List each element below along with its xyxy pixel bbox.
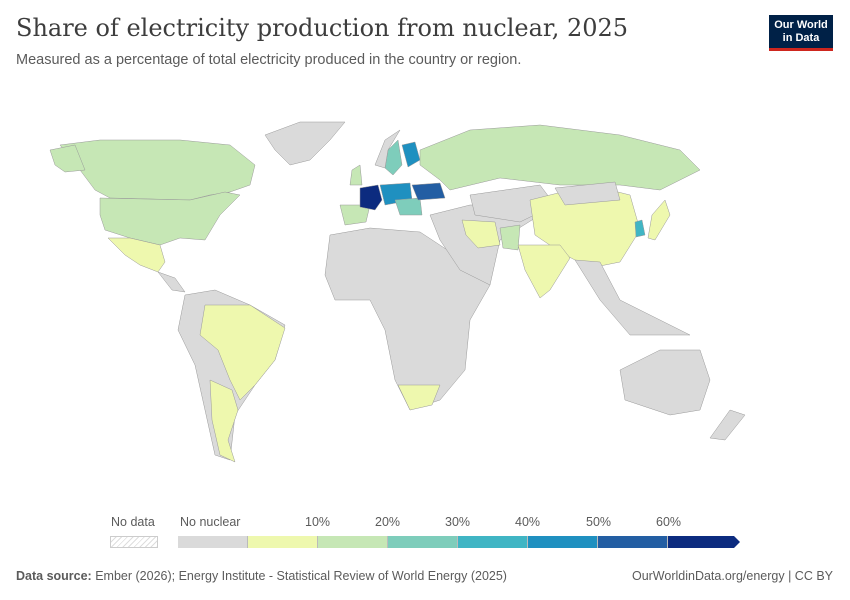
- legend-bin-30-40[interactable]: [458, 536, 528, 548]
- legend-bin-40-50[interactable]: [528, 536, 598, 548]
- legend-bin-no-nuclear[interactable]: [178, 536, 248, 548]
- region-australia[interactable]: [619, 349, 711, 416]
- region-greenland[interactable]: [264, 121, 346, 166]
- region-usa[interactable]: [99, 191, 241, 246]
- region-norway[interactable]: [374, 129, 401, 169]
- legend-tick: 10%: [305, 515, 331, 529]
- legend-no-data-label: No data: [111, 515, 155, 529]
- region-iran[interactable]: [461, 219, 501, 249]
- region-southeast-asia[interactable]: [574, 259, 691, 336]
- legend-tick: 40%: [515, 515, 541, 529]
- subtitle: Measured as a percentage of total electr…: [16, 52, 522, 68]
- region-canada[interactable]: [59, 139, 256, 201]
- data-source: Data source: Ember (2026); Energy Instit…: [16, 569, 507, 583]
- legend-bin-10-20[interactable]: [318, 536, 388, 548]
- legend-tick: 60%: [656, 515, 682, 529]
- legend-tick: 20%: [375, 515, 401, 529]
- legend-no-data-swatch[interactable]: [110, 536, 158, 548]
- legend-bin-0-10[interactable]: [248, 536, 318, 548]
- footer-right: OurWorldinData.org/energy | CC BY: [631, 569, 833, 583]
- world-map: [49, 121, 746, 463]
- region-ukraine[interactable]: [411, 182, 446, 201]
- region-india[interactable]: [517, 244, 571, 299]
- legend-bin-50-60[interactable]: [598, 536, 668, 548]
- region-central-america[interactable]: [157, 271, 186, 293]
- page-title: Share of electricity production from nuc…: [16, 14, 629, 42]
- region-uk[interactable]: [349, 164, 363, 186]
- region-pakistan[interactable]: [499, 224, 521, 251]
- region-new-zealand[interactable]: [709, 409, 746, 441]
- license-link[interactable]: CC BY: [794, 569, 833, 583]
- region-france[interactable]: [359, 184, 383, 211]
- region-finland[interactable]: [401, 141, 421, 168]
- region-africa[interactable]: [324, 227, 491, 411]
- region-mexico[interactable]: [107, 237, 166, 273]
- region-japan[interactable]: [647, 199, 671, 241]
- url-link[interactable]: OurWorldinData.org/energy: [631, 569, 785, 583]
- region-korea[interactable]: [634, 219, 646, 238]
- legend-arrow: [734, 536, 740, 548]
- region-russia[interactable]: [419, 124, 701, 191]
- legend-no-nuclear-label: No nuclear: [180, 515, 241, 529]
- legend-bin-60-plus[interactable]: [668, 536, 734, 548]
- region-argentina[interactable]: [209, 379, 239, 463]
- legend: No data No nuclear 10% 20% 30% 40% 50% 6…: [0, 515, 850, 555]
- region-balkans[interactable]: [394, 197, 423, 216]
- region-mongolia[interactable]: [554, 181, 621, 206]
- region-brazil[interactable]: [199, 304, 286, 401]
- legend-bin-20-30[interactable]: [388, 536, 458, 548]
- legend-tick: 50%: [586, 515, 612, 529]
- owid-logo[interactable]: Our World in Data: [769, 15, 833, 51]
- region-alaska[interactable]: [49, 144, 86, 173]
- region-south-africa[interactable]: [397, 384, 441, 411]
- legend-tick: 30%: [445, 515, 471, 529]
